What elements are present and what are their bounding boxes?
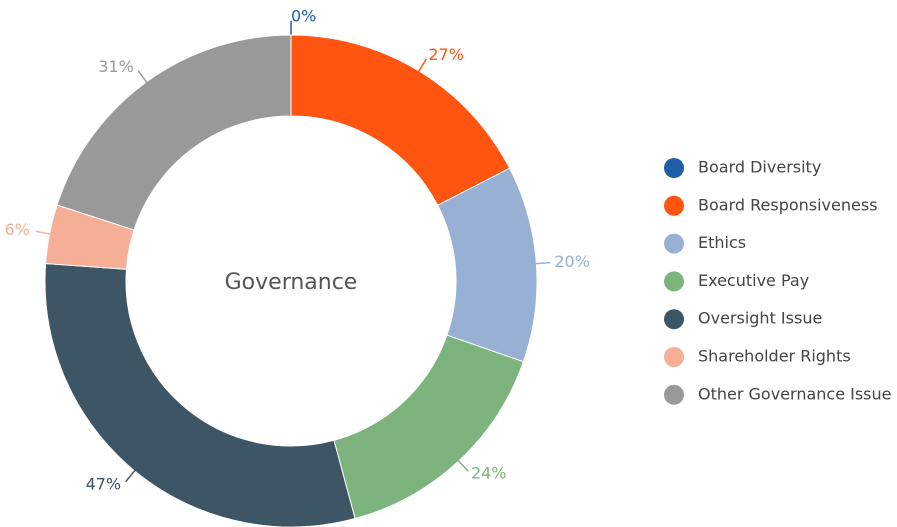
value-label: 20% (554, 252, 590, 271)
slice (290, 34, 511, 207)
legend-swatch (664, 158, 684, 178)
legend-label: Board Responsiveness (698, 195, 878, 214)
slice (56, 34, 292, 231)
value-label: 27% (428, 45, 464, 64)
legend-swatch (664, 309, 684, 330)
slice (333, 334, 525, 520)
legend-swatch (664, 347, 684, 367)
legend-label: Shareholder Rights (698, 347, 851, 366)
legend-swatch (664, 233, 684, 254)
slice (436, 167, 538, 363)
legend-label: Executive Pay (698, 271, 809, 290)
legend-label: Board Diversity (698, 158, 821, 177)
leader-line (456, 459, 469, 472)
slice (44, 263, 356, 527)
leader-line (125, 468, 137, 483)
legend-label: Other Governance Issue (698, 384, 892, 403)
leader-line (35, 230, 52, 236)
legend-swatch (664, 384, 684, 405)
legend-label: Ethics (698, 233, 746, 252)
center-label: Governance (225, 270, 358, 295)
value-label: 24% (471, 464, 507, 483)
legend-label: Oversight Issue (698, 309, 822, 328)
value-label: 6% (4, 220, 29, 239)
value-label: 0% (291, 7, 316, 26)
legend-swatch (664, 195, 684, 216)
value-label: 47% (86, 474, 122, 493)
value-label: 31% (98, 57, 134, 76)
leader-line (534, 261, 551, 265)
leader-line (137, 70, 149, 85)
legend-swatch (664, 271, 684, 292)
leader-line (417, 58, 427, 74)
